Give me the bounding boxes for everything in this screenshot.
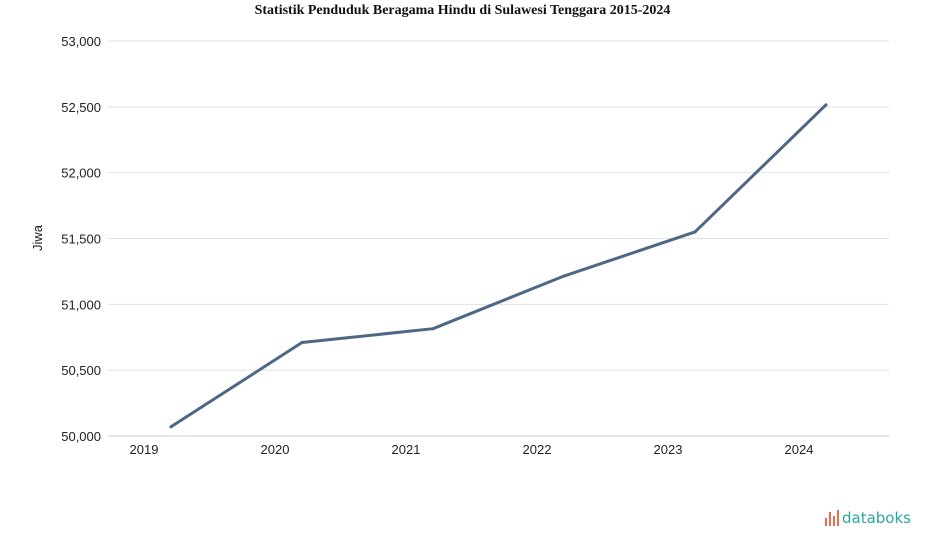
x-tick-label: 2022 bbox=[523, 442, 552, 457]
x-tick-label: 2023 bbox=[654, 442, 683, 457]
series-line bbox=[169, 103, 828, 429]
data-point bbox=[300, 341, 304, 345]
y-tick-label: 51,000 bbox=[61, 297, 101, 312]
data-point bbox=[431, 327, 435, 331]
gridlines bbox=[108, 40, 889, 437]
data-point bbox=[169, 425, 173, 429]
y-axis-ticks: 50,000 50,500 51,000 51,500 52,000 52,500 53,0… bbox=[61, 34, 101, 444]
y-tick-label: 50,000 bbox=[61, 429, 101, 444]
chart-title: Statistik Penduduk Beragama Hindu di Sul… bbox=[254, 3, 671, 18]
x-tick-label: 2019 bbox=[130, 442, 159, 457]
databoks-logo: databoks bbox=[825, 509, 911, 527]
databoks-bars-icon bbox=[825, 510, 839, 526]
x-axis-ticks: 2019 2020 2021 2022 2023 2024 bbox=[130, 442, 814, 457]
logo-text: databoks bbox=[842, 509, 911, 527]
y-tick-label: 51,500 bbox=[61, 232, 101, 247]
series-group bbox=[169, 103, 828, 429]
data-point bbox=[562, 274, 566, 278]
x-tick-label: 2024 bbox=[785, 442, 814, 457]
y-tick-label: 53,000 bbox=[61, 34, 101, 49]
y-axis-label: Jiwa bbox=[30, 224, 45, 251]
data-point bbox=[824, 103, 828, 107]
y-tick-label: 50,500 bbox=[61, 363, 101, 378]
y-tick-label: 52,000 bbox=[61, 166, 101, 181]
x-tick-label: 2020 bbox=[261, 442, 290, 457]
data-point bbox=[693, 230, 697, 234]
x-tick-label: 2021 bbox=[392, 442, 421, 457]
y-tick-label: 52,500 bbox=[61, 100, 101, 115]
